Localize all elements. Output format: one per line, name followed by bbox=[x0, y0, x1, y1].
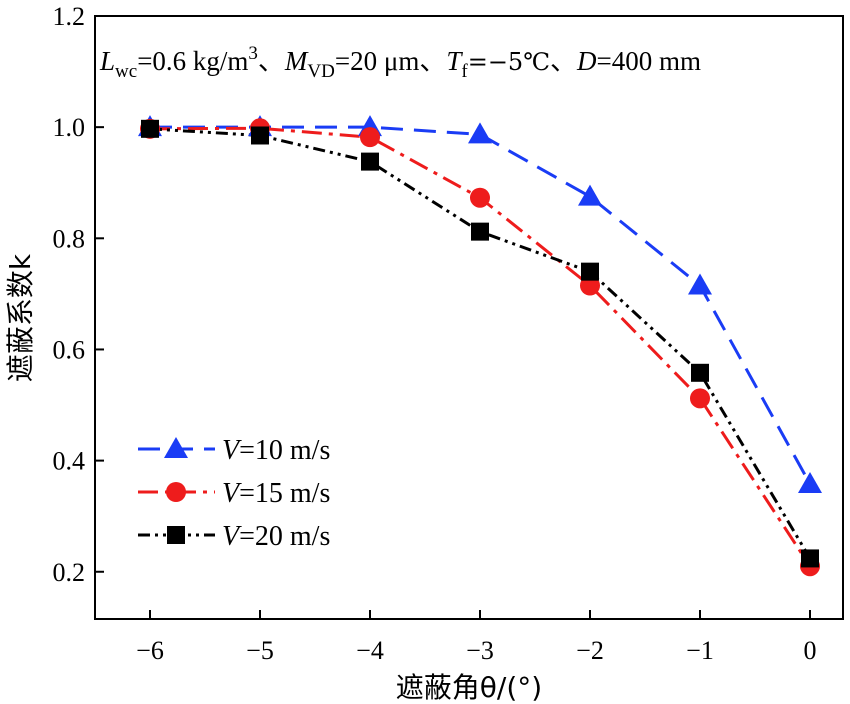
x-axis-title: 遮蔽角θ/(°) bbox=[396, 671, 542, 704]
data-point-series-3 bbox=[361, 152, 379, 171]
x-tick-label: −1 bbox=[686, 636, 714, 665]
data-point-series-2 bbox=[360, 127, 380, 148]
annotation-sep-2: 、 bbox=[419, 46, 446, 77]
annotation-mvd-sub: VD bbox=[307, 61, 334, 82]
x-tick-label: −3 bbox=[466, 636, 494, 665]
legend-label-value: =20 m/s bbox=[239, 521, 330, 552]
data-point-series-3 bbox=[801, 549, 819, 568]
data-point-series-2 bbox=[690, 388, 710, 409]
annotation-mvd-symbol: M bbox=[284, 46, 309, 76]
y-tick-label: 1.2 bbox=[53, 2, 86, 31]
x-tick-label: −5 bbox=[246, 636, 274, 665]
y-tick-label: 0.8 bbox=[53, 224, 86, 253]
data-point-series-3 bbox=[471, 222, 489, 241]
data-point-series-3 bbox=[251, 126, 269, 145]
x-tick-label: −2 bbox=[576, 636, 604, 665]
annotation-sep-3: 、 bbox=[550, 46, 577, 77]
legend-marker-1 bbox=[164, 437, 188, 458]
legend-label-symbol: V bbox=[222, 435, 242, 466]
legend-label-2: V=15 m/s bbox=[222, 478, 330, 509]
y-tick-label: 0.4 bbox=[53, 447, 86, 476]
annotation-d-value: =400 mm bbox=[597, 46, 701, 76]
plot-frame bbox=[94, 15, 844, 620]
y-tick-label: 0.2 bbox=[53, 558, 86, 587]
legend-label-1: V=10 m/s bbox=[222, 435, 330, 466]
data-point-series-2 bbox=[470, 187, 490, 208]
annotation-mvd-value: =20 μm bbox=[335, 46, 419, 76]
annotation-lwc-exp: 3 bbox=[248, 43, 258, 64]
data-point-series-1 bbox=[468, 122, 492, 144]
annotation-text: Lwc=0.6 kg/m3、MVD=20 μm、Tf=−5℃、D=400 mm bbox=[99, 43, 701, 82]
series-line-1 bbox=[150, 125, 812, 485]
axis-ticks: −6 −5 −4 −3 −2 −1 0 0.2 0.4 0.6 0.8 1.0 1.2 bbox=[53, 2, 817, 665]
annotation-lwc-value: =0.6 kg/m bbox=[137, 46, 248, 76]
annotation-d-symbol: D bbox=[576, 46, 597, 76]
data-point-series-3 bbox=[691, 363, 709, 382]
annotation-tf-value: =−5℃ bbox=[468, 48, 550, 76]
annotation-tf-symbol: T bbox=[446, 46, 463, 76]
x-tick-label: −4 bbox=[356, 636, 384, 665]
legend-label-value: =10 m/s bbox=[239, 435, 330, 466]
annotation-tf-sub: f bbox=[461, 61, 468, 82]
data-point-series-1 bbox=[798, 471, 822, 493]
y-tick-label: 0.6 bbox=[53, 335, 86, 364]
annotation-sep-1: 、 bbox=[258, 46, 285, 77]
legend: V=10 m/sV=15 m/sV=20 m/s bbox=[138, 435, 330, 552]
y-axis-title: 遮蔽系数k bbox=[4, 253, 37, 382]
x-tick-label: 0 bbox=[804, 636, 817, 665]
legend-marker-3 bbox=[167, 526, 185, 544]
legend-label-value: =15 m/s bbox=[239, 478, 330, 509]
legend-label-symbol: V bbox=[222, 478, 242, 509]
series-layer bbox=[138, 115, 822, 577]
data-point-series-3 bbox=[141, 119, 159, 138]
data-point-series-1 bbox=[688, 273, 712, 295]
legend-label-symbol: V bbox=[222, 521, 242, 552]
annotation-lwc-sub: wc bbox=[115, 61, 137, 82]
annotation-lwc-symbol: L bbox=[99, 46, 115, 76]
y-tick-label: 1.0 bbox=[53, 113, 86, 142]
legend-marker-2 bbox=[166, 482, 186, 502]
x-tick-label: −6 bbox=[136, 636, 164, 665]
legend-label-3: V=20 m/s bbox=[222, 521, 330, 552]
data-point-series-3 bbox=[581, 262, 599, 281]
data-point-series-1 bbox=[578, 184, 602, 206]
